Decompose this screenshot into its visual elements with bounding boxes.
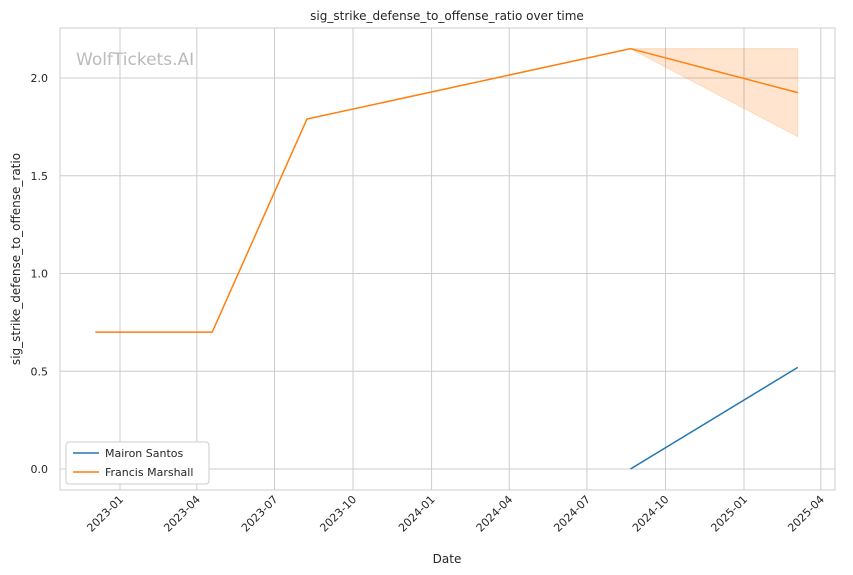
x-tick-label: 2025-04	[785, 493, 827, 535]
x-tick-label: 2024-01	[396, 493, 438, 535]
x-ticks: 2023-01 2023-04 2023-07 2023-10 2024-01 2024-…	[84, 493, 827, 535]
watermark: WolfTickets.AI	[76, 50, 194, 70]
y-tick-label: 1.5	[31, 170, 49, 183]
y-tick-label: 0.5	[31, 365, 49, 378]
y-tick-label: 0.0	[31, 463, 49, 476]
y-axis-label: sig_strike_defense_to_offense_ratio	[9, 153, 23, 365]
legend: Mairon Santos Francis Marshall	[65, 441, 210, 485]
chart-title: sig_strike_defense_to_offense_ratio over…	[310, 9, 584, 23]
x-tick-label: 2023-04	[161, 493, 203, 535]
legend-box	[65, 441, 210, 485]
series-line-0	[630, 366, 799, 470]
plot-frame	[59, 27, 836, 491]
series-marks	[95, 47, 799, 470]
x-tick-label: 2023-01	[84, 493, 126, 535]
y-tick-label: 2.0	[31, 72, 49, 85]
legend-label-francis: Francis Marshall	[105, 466, 193, 479]
x-tick-label: 2024-07	[551, 493, 593, 535]
y-ticks: 0.0 0.5 1.0 1.5 2.0	[31, 72, 49, 476]
x-tick-label: 2025-01	[708, 493, 750, 535]
series-line-1	[95, 47, 798, 333]
x-tick-label: 2024-10	[630, 493, 672, 535]
y-tick-label: 1.0	[31, 268, 49, 281]
x-tick-label: 2023-10	[317, 493, 359, 535]
x-axis-label: Date	[433, 552, 462, 566]
x-tick-label: 2023-07	[239, 493, 281, 535]
x-tick-label: 2024-04	[474, 493, 516, 535]
confidence-band	[630, 48, 799, 138]
grid	[60, 28, 835, 490]
legend-label-mairon: Mairon Santos	[105, 447, 184, 460]
